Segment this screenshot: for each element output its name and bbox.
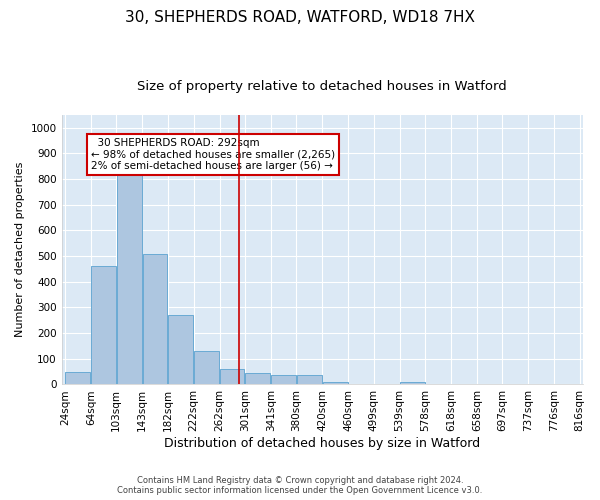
Bar	[65, 372, 91, 384]
Y-axis label: Number of detached properties: Number of detached properties	[15, 162, 25, 338]
Bar	[194, 351, 219, 384]
Bar	[323, 382, 348, 384]
Text: 30 SHEPHERDS ROAD: 292sqm  
← 98% of detached houses are smaller (2,265)
2% of s: 30 SHEPHERDS ROAD: 292sqm ← 98% of detac…	[91, 138, 335, 172]
Bar	[91, 266, 116, 384]
Bar	[400, 382, 425, 384]
Text: Contains HM Land Registry data © Crown copyright and database right 2024.
Contai: Contains HM Land Registry data © Crown c…	[118, 476, 482, 495]
X-axis label: Distribution of detached houses by size in Watford: Distribution of detached houses by size …	[164, 437, 480, 450]
Text: 30, SHEPHERDS ROAD, WATFORD, WD18 7HX: 30, SHEPHERDS ROAD, WATFORD, WD18 7HX	[125, 10, 475, 25]
Title: Size of property relative to detached houses in Watford: Size of property relative to detached ho…	[137, 80, 507, 93]
Bar	[296, 376, 322, 384]
Bar	[271, 376, 296, 384]
Bar	[168, 315, 193, 384]
Bar	[245, 373, 271, 384]
Bar	[116, 174, 142, 384]
Bar	[220, 369, 244, 384]
Bar	[143, 254, 167, 384]
